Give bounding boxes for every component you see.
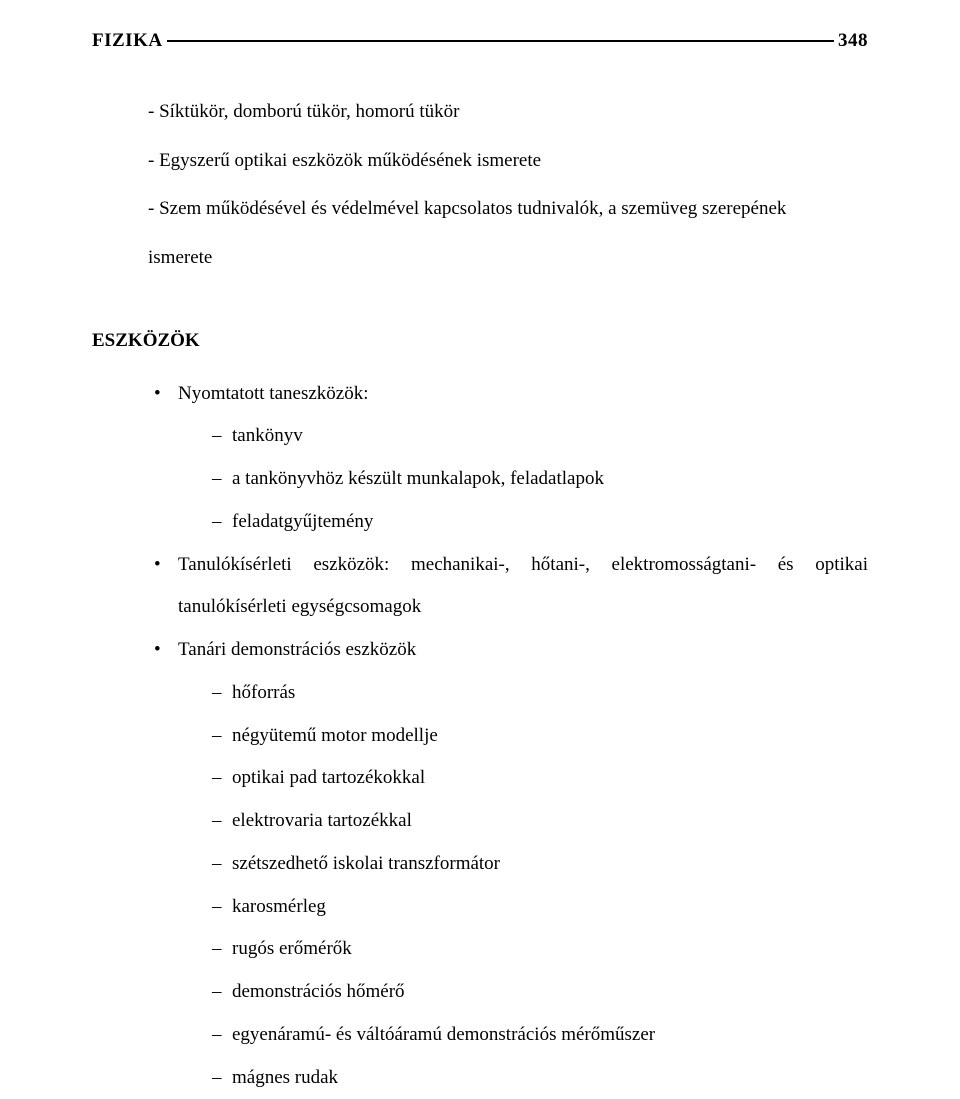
section-heading: ESZKÖZÖK — [92, 320, 868, 363]
dash-item: mágnes rudak — [212, 1057, 868, 1099]
dash-item: rugós erőmérők — [212, 928, 868, 971]
dash-item: feladatgyűjtemény — [212, 501, 868, 544]
dash-item: demonstrációs hőmérő — [212, 971, 868, 1014]
bullet-item: Nyomtatott taneszközök: tankönyv a tankö… — [154, 373, 868, 544]
header-page-number: 348 — [838, 20, 868, 63]
bullet-list: Nyomtatott taneszközök: tankönyv a tankö… — [92, 373, 868, 1099]
dash-item: a tankönyvhöz készült munkalapok, felada… — [212, 458, 868, 501]
dash-item: tankönyv — [212, 415, 868, 458]
bullet-label: Nyomtatott taneszközök: — [178, 383, 368, 404]
intro-item: - Szem működésével és védelmével kapcsol… — [92, 188, 868, 231]
bullet-item: Tanári demonstrációs eszközök hőforrás n… — [154, 629, 868, 1099]
dash-item: egyenáramú- és váltóáramú demonstrációs … — [212, 1014, 868, 1057]
dash-item: karosmérleg — [212, 886, 868, 929]
intro-item: - Egyszerű optikai eszközök működésének … — [92, 140, 868, 183]
dash-item: szétszedhető iskolai transzformátor — [212, 843, 868, 886]
dash-list: tankönyv a tankönyvhöz készült munkalapo… — [178, 415, 868, 543]
header-title: FIZIKA — [92, 20, 163, 63]
intro-item-tail: ismerete — [92, 237, 868, 280]
dash-item: hőforrás — [212, 672, 868, 715]
dash-item: elektrovaria tartozékkal — [212, 800, 868, 843]
dash-item: négyütemű motor modellje — [212, 715, 868, 758]
dash-list: hőforrás négyütemű motor modellje optika… — [178, 672, 868, 1099]
intro-item: - Síktükör, domború tükör, homorú tükör — [92, 91, 868, 134]
bullet-item: Tanulókísérleti eszközök: mechanikai-, h… — [154, 544, 868, 630]
bullet-label: Tanulókísérleti eszközök: mechanikai-, h… — [178, 554, 868, 618]
dash-item: optikai pad tartozékokkal — [212, 757, 868, 800]
bullet-label: Tanári demonstrációs eszközök — [178, 639, 416, 660]
header-rule — [167, 40, 834, 42]
page-header: FIZIKA 348 — [92, 20, 868, 63]
